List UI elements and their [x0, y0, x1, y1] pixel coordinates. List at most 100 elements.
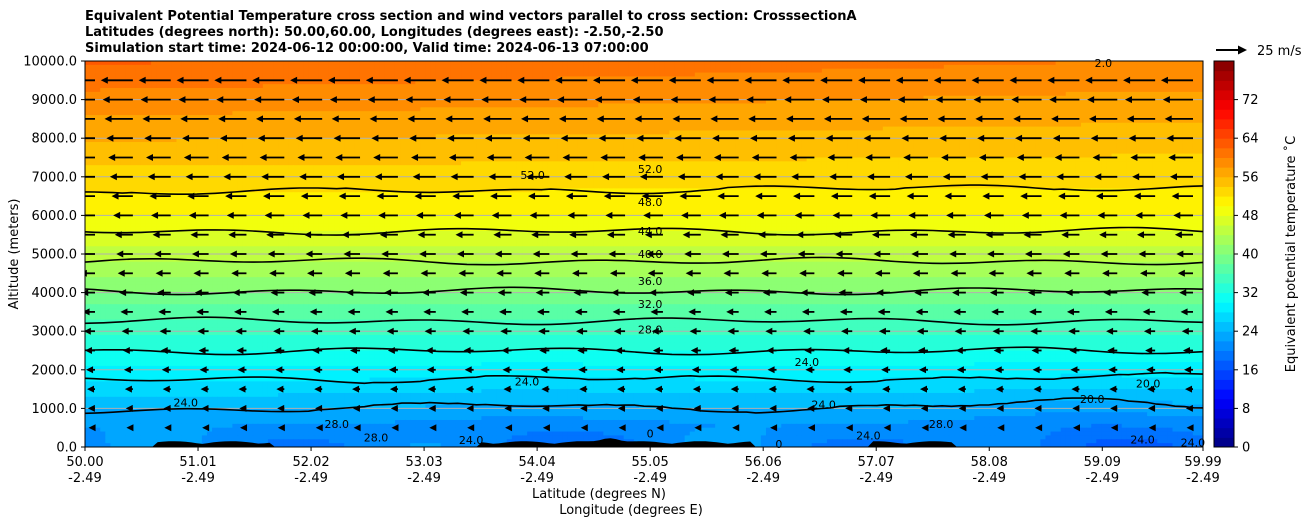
wind-vector — [390, 404, 398, 412]
wind-vector — [191, 250, 209, 258]
wind-vector — [882, 385, 891, 393]
wind-vector — [479, 76, 512, 84]
wind-vector — [374, 173, 398, 181]
wind-vector — [216, 96, 247, 104]
wind-vector — [353, 424, 361, 432]
wind-vector — [876, 289, 891, 297]
colorbar-segment — [1214, 350, 1234, 361]
wind-vector — [762, 289, 777, 297]
wind-vector — [996, 404, 1004, 412]
wind-vector — [909, 231, 928, 239]
wind-vector — [874, 269, 891, 277]
wind-vector — [369, 115, 398, 123]
wind-vector — [834, 231, 853, 239]
wind-vector — [688, 308, 701, 316]
wind-vector — [839, 308, 853, 316]
wind-vector — [690, 347, 701, 354]
wind-vector — [314, 385, 323, 393]
colorbar-segment — [1214, 340, 1234, 351]
contour-label: 0 — [647, 427, 654, 440]
wind-vector — [1047, 76, 1080, 84]
wind-vector — [367, 96, 398, 104]
wind-vector — [386, 327, 398, 335]
wind-vector — [710, 115, 739, 123]
wind-vector — [102, 96, 133, 104]
x-axis-label-longitude: Longitude (degrees E) — [559, 503, 703, 518]
wind-vector — [988, 269, 1004, 277]
wind-vector — [1160, 76, 1193, 84]
wind-vector — [947, 231, 966, 239]
wind-vector — [643, 211, 663, 219]
colorbar-segment — [1214, 408, 1234, 419]
wind-vector — [1109, 385, 1118, 393]
contour-label: 24.0 — [795, 356, 820, 369]
wind-vector — [337, 173, 361, 181]
wind-vector — [978, 154, 1004, 161]
wind-vector — [199, 366, 209, 374]
wind-vector — [85, 289, 95, 297]
wind-vector — [193, 269, 209, 277]
wind-vector — [800, 289, 815, 297]
wind-vector — [407, 115, 436, 123]
wind-vector — [502, 366, 512, 374]
colorbar-segment — [1214, 369, 1234, 380]
wind-vector — [149, 192, 171, 200]
wind-vector — [706, 76, 739, 84]
wind-vector — [867, 173, 891, 181]
wind-vector — [919, 385, 928, 393]
wind-vector — [450, 173, 474, 181]
x-tick-label-lat: 53.03 — [405, 455, 442, 470]
wind-vector — [609, 269, 626, 277]
wind-vector — [689, 327, 701, 335]
wind-vector — [1031, 347, 1042, 354]
wind-vector — [708, 96, 739, 104]
wind-vector — [119, 289, 133, 297]
wind-vector — [672, 115, 701, 123]
wind-vector — [111, 192, 133, 200]
wind-vector — [679, 192, 701, 200]
chart-title-line-3: Simulation start time: 2024-06-12 00:00:… — [85, 41, 649, 56]
wind-vector — [428, 404, 436, 412]
wind-vector — [764, 308, 777, 316]
wind-vector — [194, 289, 209, 297]
wind-vector — [85, 98, 95, 101]
x-tick-label-lat: 56.06 — [745, 455, 782, 470]
wind-vector — [908, 211, 928, 219]
x-tick-label-lat: 50.00 — [66, 455, 103, 470]
contour-label: 20.0 — [1136, 377, 1161, 390]
terrain — [85, 438, 1203, 447]
colorbar-segment — [1214, 167, 1234, 178]
colorbar: 0 8 16 24 32 40 48 56 64 72 — [1213, 60, 1259, 456]
wind-vector — [239, 404, 247, 412]
wind-vector — [234, 308, 247, 316]
wind-vector — [85, 327, 95, 335]
wind-vector — [259, 154, 285, 161]
wind-vector — [261, 173, 285, 181]
colorbar-segment — [1214, 398, 1234, 409]
wind-vector — [1068, 327, 1080, 335]
wind-vector — [1035, 424, 1043, 432]
wind-vector — [1132, 173, 1156, 181]
wind-vector — [427, 385, 436, 393]
colorbar-segment — [1214, 196, 1234, 207]
colorbar-tick-label: 16 — [1242, 363, 1259, 378]
wind-vector — [723, 269, 739, 277]
wind-vector — [384, 289, 398, 297]
wind-vector — [684, 250, 701, 258]
wind-vector — [632, 96, 663, 104]
wind-key-arrow-head — [1238, 45, 1247, 55]
wind-vector — [731, 404, 739, 412]
wind-vector — [755, 192, 777, 200]
contour-label: 0 — [775, 438, 782, 451]
wind-vector — [651, 327, 663, 335]
wind-vector — [761, 269, 777, 277]
wind-vector — [570, 250, 588, 258]
wind-vector — [269, 269, 285, 277]
wind-vector — [333, 134, 361, 142]
wind-vector — [823, 115, 853, 123]
y-tick-label: 5000.0 — [32, 248, 78, 263]
wind-vector — [730, 385, 739, 393]
wind-vector — [1177, 269, 1193, 277]
wind-vector — [1133, 192, 1156, 200]
